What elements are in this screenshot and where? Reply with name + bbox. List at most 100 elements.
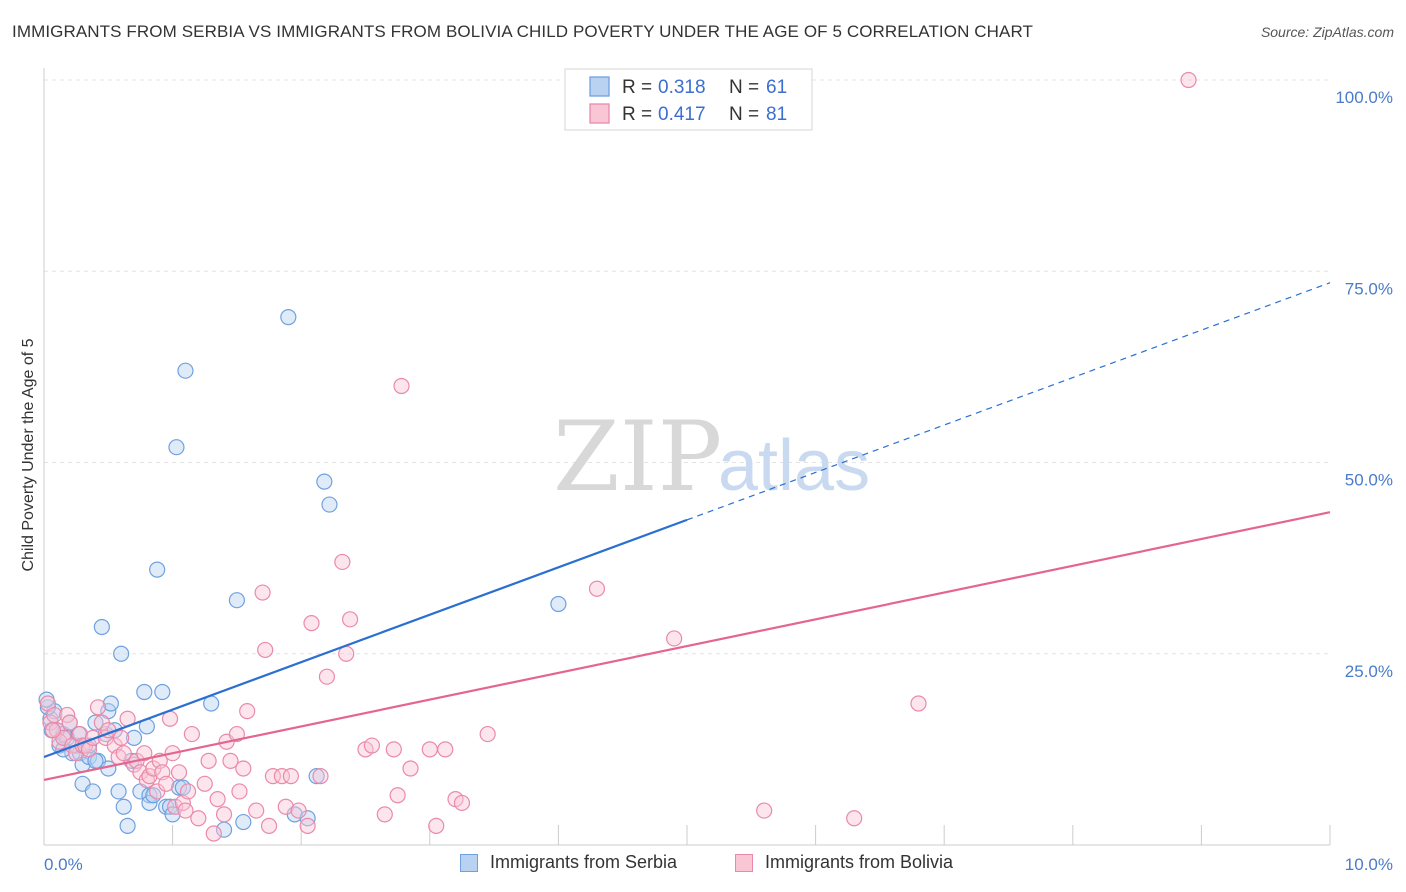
- data-point-serbia: [308, 768, 325, 785]
- data-point-bolivia: [299, 817, 316, 834]
- data-point-bolivia: [231, 783, 248, 800]
- data-point-bolivia: [260, 817, 278, 834]
- watermark-atlas: atlas: [718, 426, 870, 506]
- data-point-bolivia: [290, 802, 307, 819]
- data-point-bolivia: [479, 725, 496, 743]
- legend-swatch-serbia: [460, 853, 478, 872]
- data-point-bolivia: [141, 768, 158, 785]
- data-point-bolivia: [167, 798, 184, 815]
- data-point-serbia: [87, 714, 104, 731]
- chart-title: IMMIGRANTS FROM SERBIA VS IMMIGRANTS FRO…: [12, 22, 1034, 41]
- data-point-bolivia: [61, 714, 78, 731]
- data-point-serbia: [235, 813, 252, 831]
- legend-item-serbia[interactable]: Immigrants from Serbia: [460, 852, 677, 873]
- legend-r-value: 0.318: [658, 77, 706, 98]
- data-point-bolivia: [170, 764, 188, 781]
- watermark-zip: ZIP: [553, 401, 722, 513]
- data-point-bolivia: [453, 794, 471, 812]
- data-point-serbia: [102, 695, 119, 712]
- trend-line-bolivia: [43, 511, 1331, 782]
- data-point-serbia: [110, 783, 127, 800]
- data-point-bolivia: [158, 775, 175, 792]
- legend-swatch: [589, 76, 610, 97]
- data-point-bolivia: [363, 737, 381, 754]
- legend-label-serbia: Immigrants from Serbia: [490, 852, 678, 872]
- data-point-bolivia: [228, 725, 245, 743]
- data-point-bolivia: [273, 768, 291, 785]
- x-tick-label: 0.0%: [44, 855, 83, 874]
- data-point-serbia: [321, 496, 338, 513]
- data-point-serbia: [115, 798, 132, 815]
- data-point-serbia: [228, 592, 245, 609]
- y-tick-label: 75.0%: [1345, 279, 1393, 298]
- y-tick-label: 100.0%: [1335, 88, 1393, 107]
- data-point-bolivia: [666, 630, 683, 647]
- legend-r-label: R =: [622, 104, 652, 125]
- gridlines: [44, 79, 1330, 655]
- data-point-bolivia: [846, 810, 863, 827]
- data-point-bolivia: [183, 725, 200, 743]
- data-point-bolivia: [235, 760, 252, 777]
- data-point-bolivia: [303, 615, 320, 632]
- data-point-bolivia: [200, 752, 217, 769]
- data-point-bolivia: [89, 699, 107, 716]
- data-point-bolivia: [136, 745, 153, 762]
- legend-n-label: N =: [729, 77, 759, 98]
- data-point-serbia: [280, 309, 297, 326]
- data-point-bolivia: [312, 768, 329, 785]
- data-point-bolivia: [115, 745, 132, 762]
- data-point-bolivia: [588, 580, 606, 597]
- data-point-serbia: [125, 729, 143, 747]
- trend-lines: [43, 282, 1331, 782]
- data-point-bolivia: [282, 768, 300, 785]
- data-point-serbia: [119, 817, 136, 834]
- data-point-bolivia: [421, 741, 438, 758]
- data-point-serbia: [93, 618, 110, 636]
- trend-line-serbia-extension: [686, 282, 1331, 521]
- source-label: Source: ZipAtlas.com: [1260, 24, 1394, 40]
- data-point-bolivia: [248, 802, 265, 819]
- data-point-bolivia: [1180, 71, 1197, 89]
- tick-labels: 25.0% 50.0% 75.0% 100.0% 0.0% 10.0%: [44, 88, 1393, 874]
- legend-r-value: 0.417: [658, 104, 706, 125]
- data-point-serbia: [168, 439, 185, 456]
- data-point-bolivia: [428, 817, 445, 834]
- legend-swatch: [589, 103, 610, 124]
- legend-r-label: R =: [622, 77, 652, 98]
- data-point-serbia: [149, 561, 166, 578]
- y-tick-label: 50.0%: [1345, 471, 1393, 490]
- data-point-bolivia: [393, 377, 410, 395]
- legend-label-bolivia: Immigrants from Bolivia: [765, 852, 954, 872]
- data-point-bolivia: [334, 553, 351, 571]
- legend-item-bolivia[interactable]: Immigrants from Bolivia: [735, 852, 953, 873]
- data-point-serbia: [136, 683, 153, 701]
- data-point-serbia: [113, 645, 130, 662]
- legend-n-label: N =: [729, 104, 759, 125]
- data-point-serbia: [550, 595, 567, 613]
- data-point-bolivia: [113, 729, 130, 747]
- trend-line-serbia: [43, 518, 688, 759]
- legend-swatch-bolivia: [735, 853, 753, 872]
- data-point-bolivia: [179, 783, 197, 800]
- data-point-bolivia: [205, 825, 222, 842]
- data-point-bolivia: [341, 611, 359, 628]
- data-point-bolivia: [254, 584, 271, 601]
- data-point-bolivia: [402, 760, 419, 777]
- data-point-bolivia: [277, 798, 294, 815]
- data-point-bolivia: [177, 802, 194, 819]
- legend-n-value: 81: [766, 104, 787, 125]
- data-point-bolivia: [257, 641, 274, 659]
- data-point-bolivia: [44, 722, 62, 739]
- data-point-serbia: [316, 473, 333, 490]
- data-point-bolivia: [318, 668, 336, 685]
- data-point-bolivia: [756, 802, 773, 819]
- data-point-serbia: [141, 794, 158, 812]
- data-point-bolivia: [209, 790, 226, 808]
- bottom-legend: Immigrants from Serbia Immigrants from B…: [0, 852, 1406, 878]
- x-tick-label: 10.0%: [1345, 855, 1393, 874]
- data-point-bolivia: [215, 806, 233, 823]
- data-point-serbia: [177, 362, 194, 379]
- legend: R = 0.318 N = 61 R = 0.417 N = 81: [564, 68, 813, 131]
- legend-n-value: 61: [766, 77, 787, 98]
